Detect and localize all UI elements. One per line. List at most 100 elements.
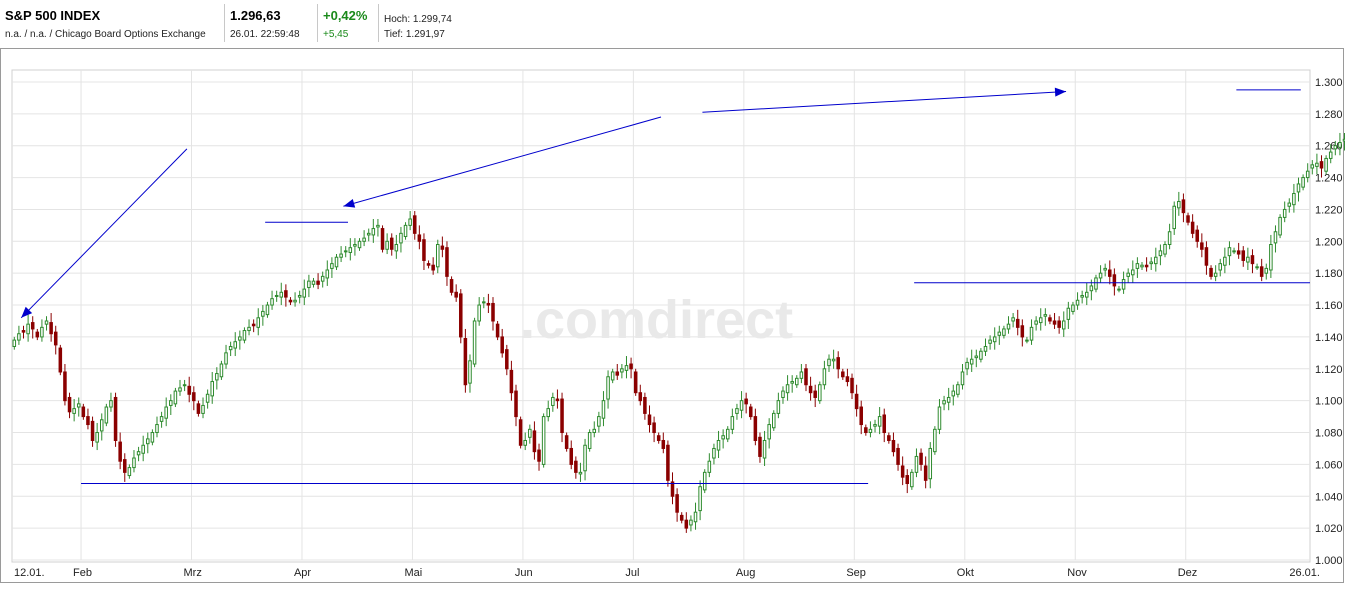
candle-body <box>146 438 150 445</box>
candle-body <box>785 384 790 394</box>
day-low: Tief: 1.291,97 <box>384 29 445 40</box>
candle-body <box>1218 263 1223 271</box>
candle-body <box>569 447 574 465</box>
y-tick-label: 1.040 <box>1315 491 1343 503</box>
candle-body <box>656 435 661 441</box>
candle-body <box>12 339 17 347</box>
candle-body <box>633 371 638 394</box>
y-tick-label: 1.000 <box>1315 555 1343 567</box>
y-tick-label: 1.300 <box>1315 77 1343 89</box>
trend-arrow-line <box>343 116 662 207</box>
candle-body <box>224 352 228 365</box>
candle-body <box>118 441 122 462</box>
candle-body <box>30 322 35 330</box>
candle-body <box>330 263 334 269</box>
candle-body <box>463 338 468 386</box>
candle-body <box>440 245 445 250</box>
candle-body <box>739 400 744 411</box>
candle-body <box>178 387 182 392</box>
candle-body <box>1200 242 1204 250</box>
candle-body <box>942 400 946 405</box>
candle-body <box>795 377 799 386</box>
x-tick-label: 12.01. <box>14 567 45 579</box>
candle-body <box>1167 231 1172 245</box>
candle-body <box>813 390 817 398</box>
candle-body <box>1084 291 1089 298</box>
candle-body <box>992 336 997 343</box>
x-tick-label: Aug <box>736 567 756 579</box>
candle-body <box>767 424 771 440</box>
candle-body <box>735 408 739 414</box>
y-tick-label: 1.020 <box>1315 523 1343 535</box>
candle-body <box>1324 157 1328 172</box>
y-tick-label: 1.140 <box>1315 332 1343 344</box>
candle-body <box>721 435 725 440</box>
candle-body <box>537 449 541 462</box>
candle-body <box>1315 162 1319 167</box>
candle-body <box>1282 208 1287 218</box>
candle-body <box>173 390 178 405</box>
candle-body <box>1135 263 1140 269</box>
x-tick-label: Okt <box>957 567 974 579</box>
price-datetime: 26.01. 22:59:48 <box>230 29 300 40</box>
candle-body <box>983 345 988 352</box>
candle-body <box>744 398 748 405</box>
candle-body <box>376 224 380 228</box>
candle-body <box>854 393 859 410</box>
candle-body <box>1140 264 1144 268</box>
x-tick-label: Jun <box>515 567 533 579</box>
candle-body <box>873 424 877 427</box>
candle-body <box>509 369 514 394</box>
candle-body <box>979 350 983 360</box>
candle-body <box>403 224 408 238</box>
candle-body <box>357 240 362 249</box>
candle-body <box>472 320 477 365</box>
candle-body <box>265 304 270 316</box>
candle-body <box>629 363 633 370</box>
candle-body <box>1002 328 1006 336</box>
candle-body <box>900 465 905 478</box>
candle-body <box>26 323 30 335</box>
candle-body <box>219 363 224 378</box>
candle-body <box>1172 205 1176 230</box>
candle-body <box>431 264 435 271</box>
y-tick-label: 1.180 <box>1315 268 1343 280</box>
candle-body <box>864 427 868 434</box>
candle-body <box>58 347 63 373</box>
candle-body <box>468 360 472 384</box>
candle-body <box>661 439 666 449</box>
candle-body <box>127 467 132 477</box>
trend-arrow-head <box>343 198 356 208</box>
candle-body <box>1333 145 1338 150</box>
candle-body <box>781 390 785 398</box>
candle-body <box>652 422 656 434</box>
candle-body <box>1098 272 1103 279</box>
plot-area <box>11 69 1311 563</box>
candle-body <box>643 396 647 414</box>
y-tick-label: 1.060 <box>1315 459 1343 471</box>
candle-body <box>1204 247 1209 266</box>
candle-body <box>1227 247 1232 257</box>
candle-body <box>1112 274 1117 287</box>
candle-body <box>956 384 960 395</box>
candle-body <box>877 416 882 427</box>
candle-body <box>1241 250 1246 261</box>
candle-body <box>887 435 891 441</box>
candle-body <box>132 457 136 469</box>
y-tick-label: 1.120 <box>1315 364 1343 376</box>
candle-body <box>109 400 113 408</box>
candle-body <box>1121 279 1126 290</box>
candle-body <box>293 299 297 303</box>
candle-body <box>965 361 969 370</box>
candle-body <box>583 444 587 472</box>
price-cell: 1.296,63 26.01. 22:59:48 <box>225 4 318 42</box>
candle-body <box>1038 317 1043 324</box>
candle-body <box>49 322 53 335</box>
candle-body <box>141 444 145 454</box>
candle-body <box>753 416 758 441</box>
candle-body <box>1273 231 1278 244</box>
candle-body <box>1246 256 1250 263</box>
candle-body <box>725 428 730 440</box>
candle-body <box>776 400 781 414</box>
candle-body <box>389 237 394 250</box>
